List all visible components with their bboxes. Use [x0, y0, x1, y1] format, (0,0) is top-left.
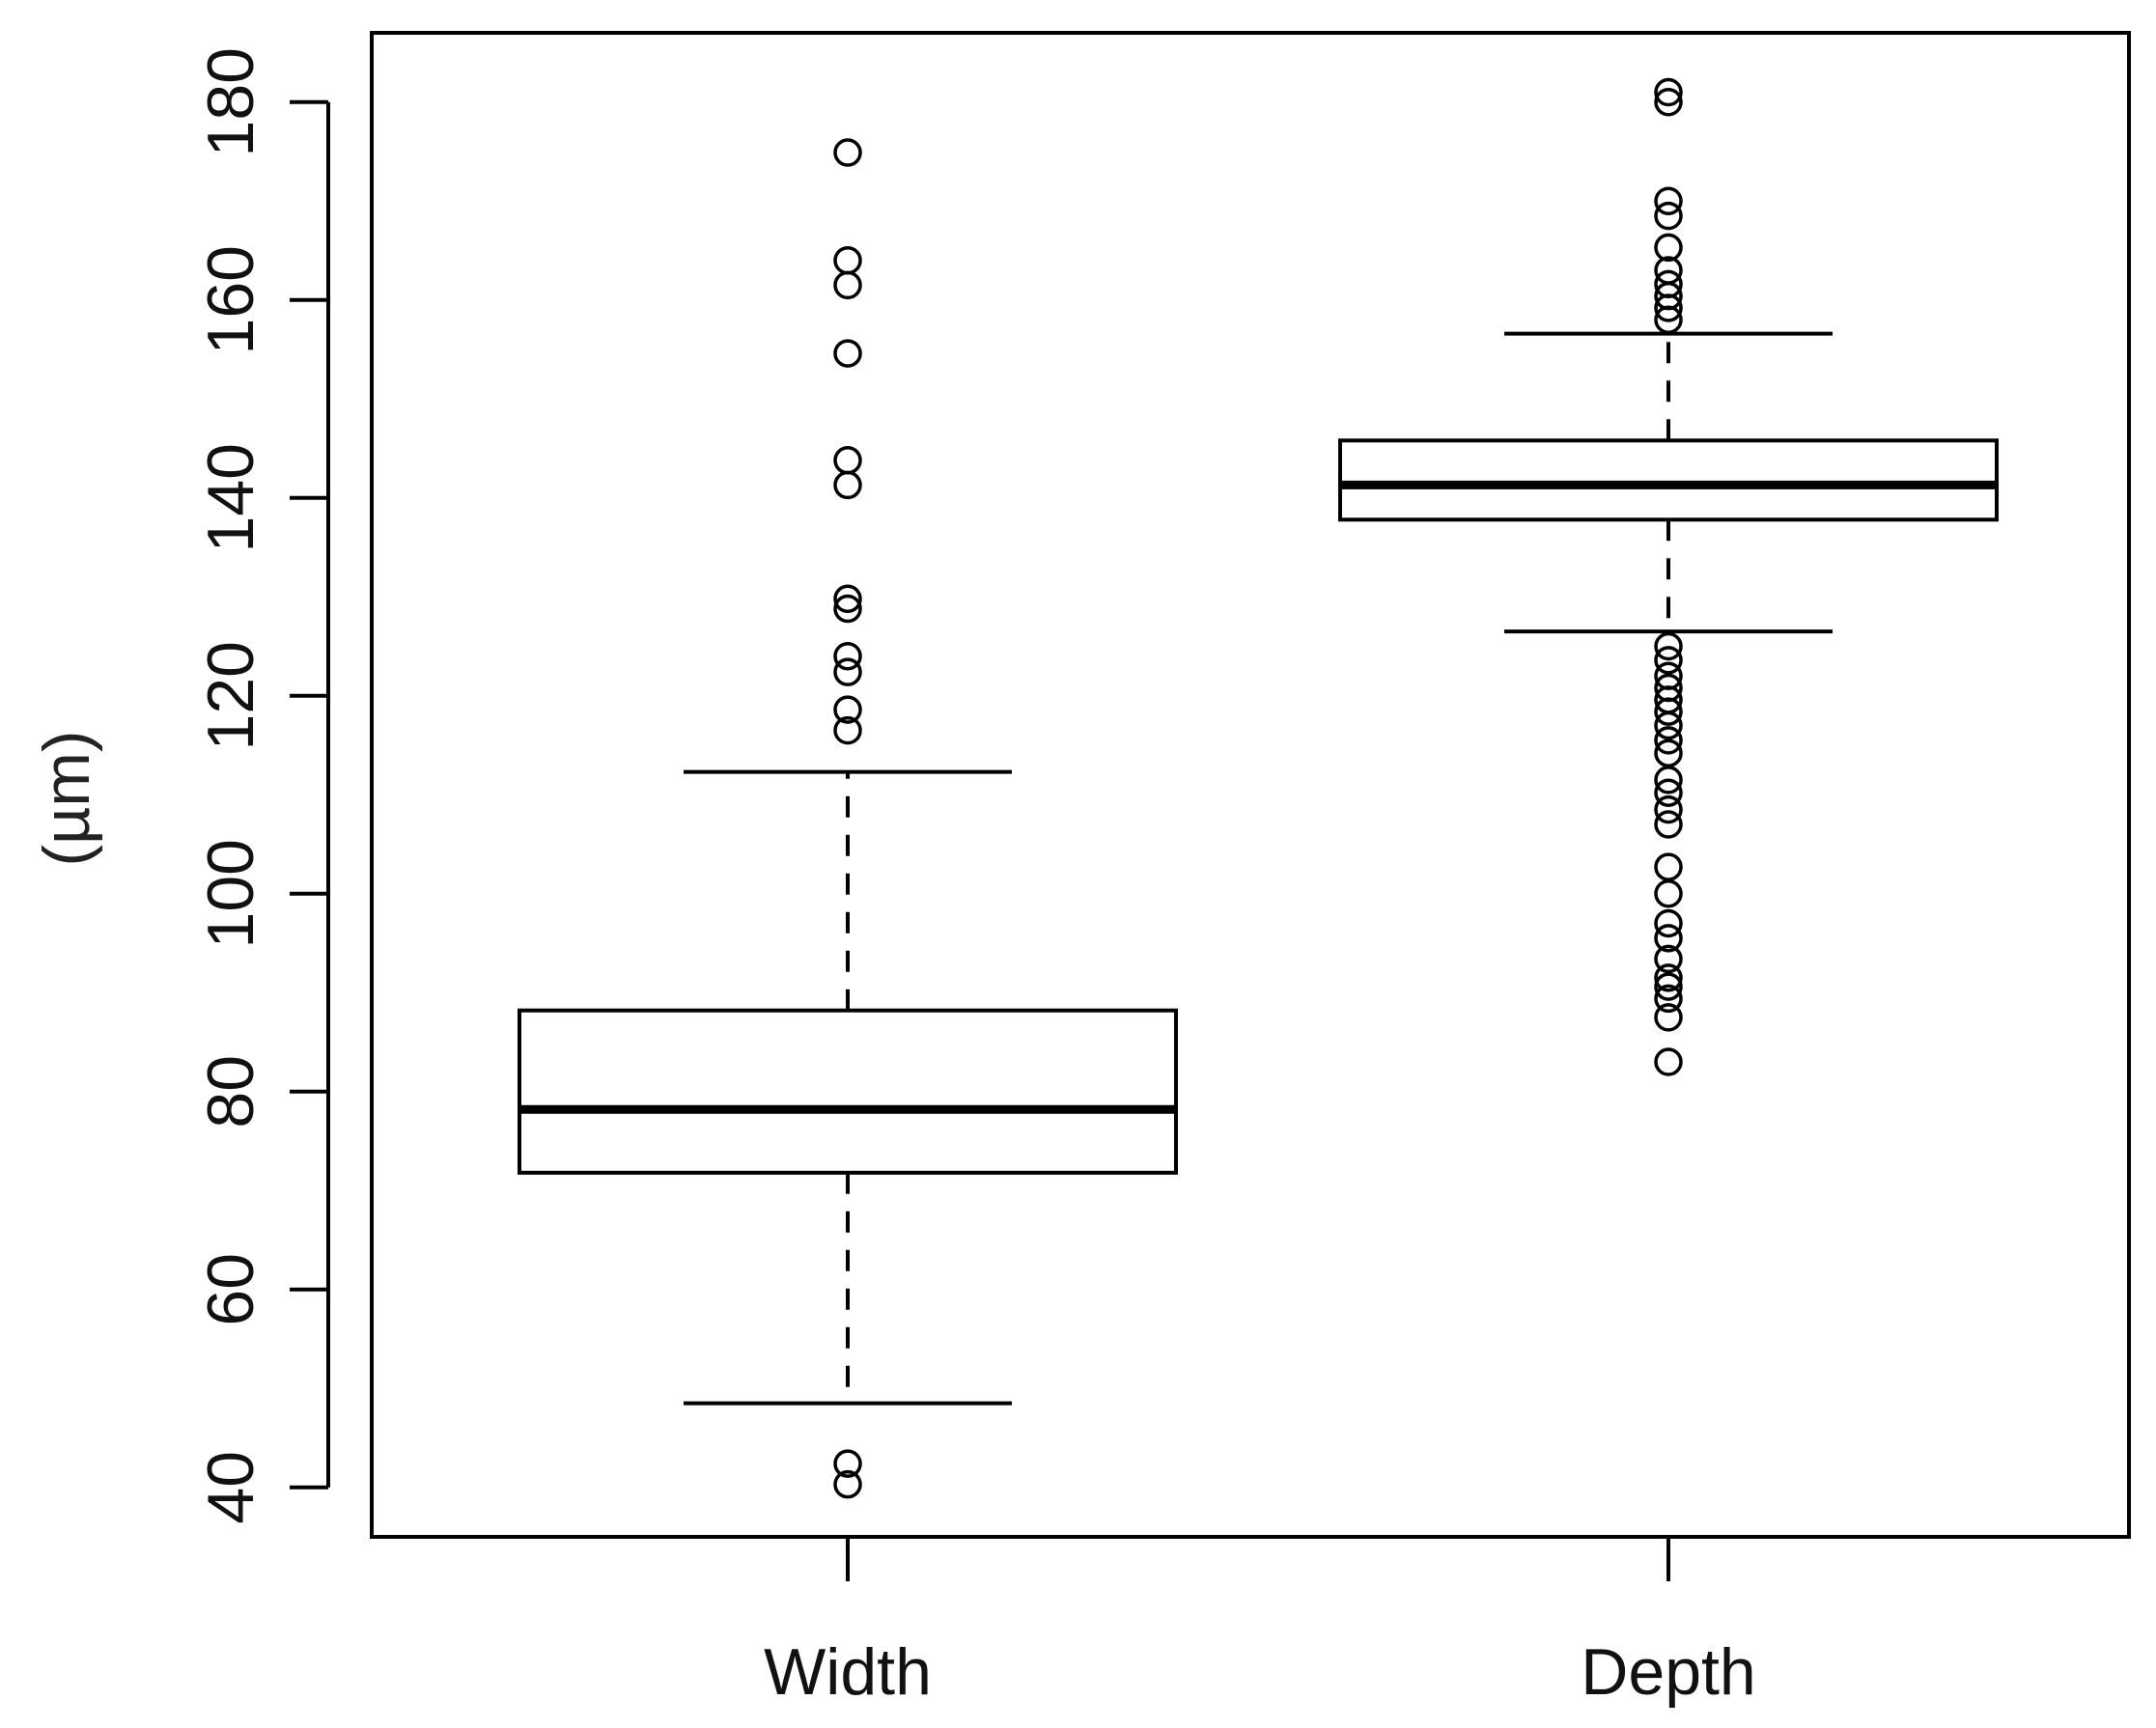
y-tick-label: 80: [194, 1055, 267, 1129]
y-tick-label: 100: [194, 839, 267, 948]
outlier-point: [833, 246, 862, 275]
outlier-point: [1654, 924, 1683, 953]
outlier-point: [1654, 661, 1683, 690]
outlier-point: [833, 584, 862, 614]
outlier-point: [1654, 944, 1683, 974]
y-tick-label: 140: [194, 443, 267, 552]
outlier-point: [833, 138, 862, 167]
outlier-point: [1654, 233, 1683, 263]
x-axis: Width Depth: [764, 1537, 1756, 1709]
y-tick-label: 40: [194, 1451, 267, 1524]
outlier-point: [1654, 972, 1683, 1001]
outlier-point: [1654, 201, 1683, 231]
outlier-point: [1654, 186, 1683, 215]
plot-frame: [370, 31, 2131, 1539]
outlier-point: [1654, 778, 1683, 807]
outlier-point: [1654, 1003, 1683, 1032]
outlier-point: [1654, 1047, 1683, 1076]
x-tick-label: Width: [764, 1635, 932, 1709]
outlier-point: [1654, 673, 1683, 703]
outlier-point: [1654, 77, 1683, 107]
y-tick-label: 120: [194, 641, 267, 750]
outlier-point: [833, 715, 862, 745]
outlier-point: [1654, 879, 1683, 908]
outlier-point: [1654, 739, 1683, 767]
y-tick-label: 180: [194, 47, 267, 156]
outlier-point: [1654, 631, 1683, 661]
outlier-point: [833, 695, 862, 724]
y-axis: 40 60 80 100 120 140 160 180: [194, 47, 330, 1524]
outlier-point: [1654, 256, 1683, 285]
outlier-point: [1654, 88, 1683, 117]
outlier-point: [1654, 908, 1683, 938]
outlier-point: [1654, 269, 1683, 299]
outlier-point: [833, 1469, 862, 1499]
y-axis-label: (µm): [30, 730, 103, 866]
x-tick-label: Depth: [1581, 1635, 1755, 1709]
box-depth: [1338, 77, 1999, 1076]
interquartile-box: [1338, 438, 1999, 522]
outlier-point: [833, 657, 862, 686]
outlier-point: [1654, 810, 1683, 839]
y-tick-label: 60: [194, 1253, 267, 1326]
outlier-point: [1654, 726, 1683, 755]
outlier-point: [1654, 646, 1683, 675]
box-width: [518, 138, 1178, 1499]
outlier-point: [1654, 963, 1683, 992]
outlier-point: [1654, 852, 1683, 881]
outlier-point: [833, 446, 862, 475]
outlier-point: [1654, 794, 1683, 824]
outlier-point: [833, 339, 862, 368]
interquartile-box: [518, 1008, 1178, 1175]
outlier-point: [833, 270, 862, 300]
box-series: [518, 77, 1999, 1499]
outlier-point: [833, 470, 862, 500]
outlier-point: [833, 1449, 862, 1478]
y-tick-label: 160: [194, 245, 267, 354]
outlier-point: [833, 642, 862, 671]
outlier-point: [1654, 984, 1683, 1014]
outlier-point: [833, 594, 862, 624]
